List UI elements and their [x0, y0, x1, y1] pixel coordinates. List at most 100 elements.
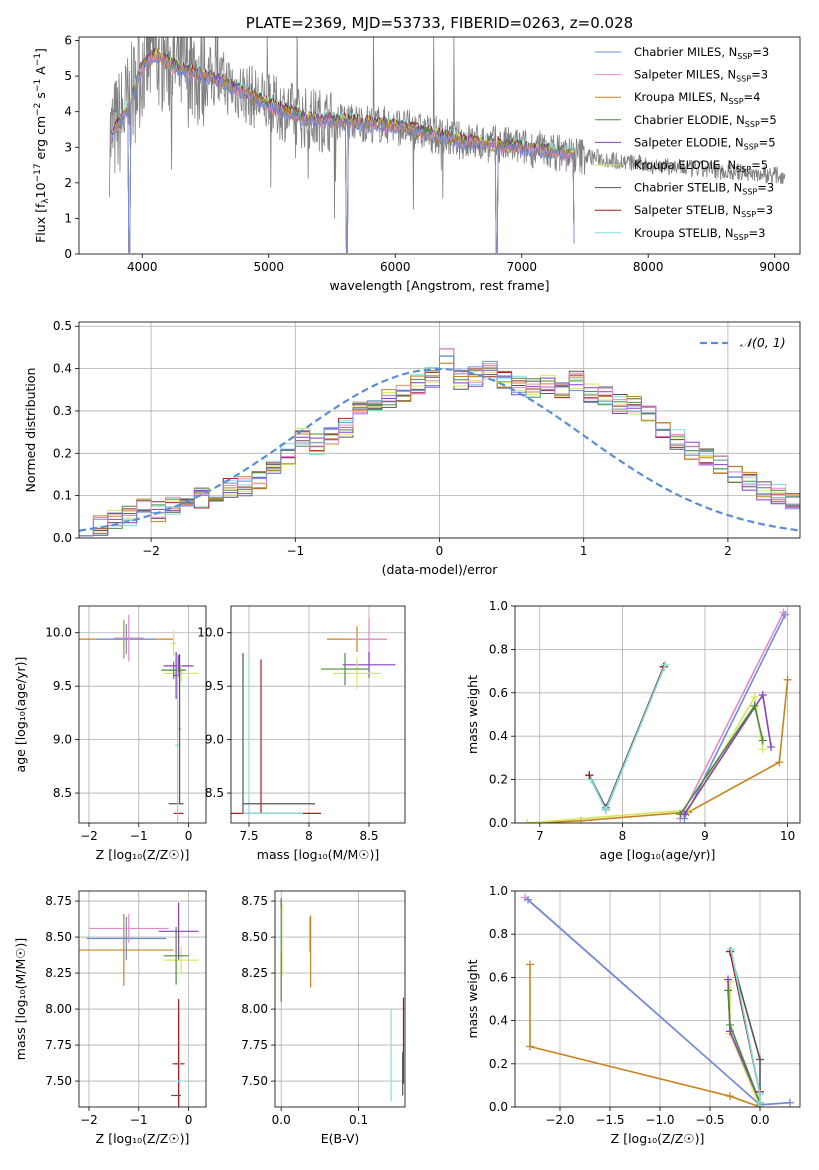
- legend-label: Kroupa ELODIE, NSSP=5: [634, 158, 768, 174]
- x-axis-label: wavelength [Angstrom, rest frame]: [329, 278, 549, 293]
- panel-residuals: −2 −1 0 1 2 0.0 0.1 0.2 0.3 0.4 0.5 (data-model)/er…: [23, 319, 801, 577]
- y-tick-label: 0.1: [53, 489, 72, 503]
- y-tick-label: 5: [64, 69, 72, 83]
- x-tick-label: −2: [80, 1113, 98, 1127]
- weight-line-2: [529, 964, 761, 1107]
- weight-point-marker: [601, 805, 610, 814]
- y-tick-label: 9.0: [205, 733, 224, 747]
- weight-point-marker: [726, 1020, 734, 1029]
- weight-point-marker: [750, 701, 759, 710]
- x-tick-label: 5000: [253, 260, 284, 274]
- axes-frame: [514, 890, 801, 1108]
- y-tick-label: 1.0: [489, 884, 508, 898]
- y-tick-label: 8.5: [205, 786, 224, 800]
- x-axis-label: E(B-V): [321, 1131, 360, 1146]
- x-axis-label: Z [log₁₀(Z/Z☉)]: [611, 1131, 705, 1146]
- x-tick-label: 7: [536, 829, 544, 843]
- y-tick-label: 9.0: [53, 733, 72, 747]
- legend-label: 𝒩(0, 1): [740, 335, 786, 350]
- y-tick-label: 0.8: [489, 642, 508, 656]
- weight-point-marker: [750, 693, 759, 702]
- x-axis-label: (data-model)/error: [382, 562, 499, 577]
- panel-mass-vs-z: −2 −1 0 7.50 7.75 8.00 8.25 8.50 8.75 Z [log₁₀(Z/…: [13, 890, 207, 1146]
- weight-point-marker: [661, 660, 670, 669]
- x-tick-label: 8.5: [359, 829, 378, 843]
- y-tick-label: 6: [64, 34, 72, 48]
- weight-point-marker: [758, 690, 767, 699]
- y-tick-label: 0.0: [489, 1100, 508, 1114]
- y-tick-label: 0.6: [489, 970, 508, 984]
- y-axis-label: Flux [fλ10−17 erg cm−2 s−1 A−1]: [33, 48, 51, 243]
- y-tick-label: 8.00: [45, 1002, 72, 1016]
- x-tick-label: 0: [436, 544, 444, 558]
- legend-label: Kroupa MILES, NSSP=4: [634, 90, 760, 106]
- weight-point-marker: [775, 758, 784, 767]
- weight-point-marker: [524, 895, 532, 904]
- weight-line-7: [588, 666, 665, 812]
- weight-point-marker: [526, 1042, 534, 1051]
- weight-point-marker: [726, 977, 734, 986]
- axes-frame: [78, 36, 801, 255]
- y-tick-label: 9.5: [205, 679, 224, 693]
- x-tick-label: −2: [142, 544, 160, 558]
- plot-area: [109, 37, 786, 253]
- x-tick-label: −2.0: [545, 1113, 574, 1127]
- legend-label: Chabrier ELODIE, NSSP=5: [634, 113, 777, 129]
- axes-frame: [230, 605, 406, 824]
- weight-point-marker: [767, 743, 776, 752]
- x-tick-label: −1: [130, 1113, 148, 1127]
- y-tick-label: 0.3: [53, 404, 72, 418]
- y-tick-label: 10.0: [45, 626, 72, 640]
- panel-mass-weight-vs-z: −2.0 −1.5 −1.0 −0.5 0.0 0.0 0.2 0.4 0.6 0.8 1.0 Z […: [465, 884, 801, 1146]
- y-tick-label: 8.50: [45, 930, 72, 944]
- y-tick-label: 8.00: [241, 1002, 268, 1016]
- weight-line-2: [527, 679, 789, 823]
- y-tick-label: 8.50: [241, 930, 268, 944]
- panel-mass-vs-ebv: 0.0 0.1 7.50 7.75 8.00 8.25 8.50 8.75 E(B-V): [241, 890, 406, 1146]
- weight-point-marker: [779, 608, 788, 617]
- weight-point-marker: [724, 986, 732, 995]
- y-tick-label: 3: [64, 140, 72, 154]
- weight-line-0: [527, 899, 791, 1106]
- legend-label: Salpeter ELODIE, NSSP=5: [634, 135, 776, 151]
- y-tick-label: 7.75: [45, 1038, 72, 1052]
- weight-point-marker: [587, 775, 595, 784]
- y-tick-label: 0.8: [489, 927, 508, 941]
- y-tick-label: 8.25: [45, 966, 72, 980]
- x-tick-label: −0.5: [695, 1113, 724, 1127]
- y-tick-label: 10.0: [197, 626, 224, 640]
- plot-area: [523, 608, 792, 823]
- y-axis-label: mass weight: [465, 959, 480, 1038]
- y-tick-label: 0.4: [489, 729, 508, 743]
- axes-frame: [78, 605, 207, 824]
- weight-line-8: [590, 664, 667, 812]
- y-tick-label: 8.5: [53, 786, 72, 800]
- y-tick-label: 7.50: [45, 1074, 72, 1088]
- plot-area: [79, 348, 800, 537]
- y-tick-label: 0.2: [489, 1057, 508, 1071]
- x-tick-label: 0.1: [349, 1113, 368, 1127]
- weight-point-marker: [786, 1098, 794, 1107]
- legend-label: Salpeter STELIB, NSSP=3: [634, 203, 773, 219]
- y-tick-label: 0.6: [489, 686, 508, 700]
- histogram-series-2: [79, 362, 800, 537]
- x-tick-label: −1: [286, 544, 304, 558]
- x-tick-label: 6000: [380, 260, 411, 274]
- weight-point-marker: [727, 945, 735, 954]
- legend-label: Salpeter MILES, NSSP=3: [634, 68, 768, 84]
- plot-area: [521, 893, 794, 1107]
- y-tick-label: 0.2: [489, 773, 508, 787]
- y-tick-label: 1: [64, 211, 72, 225]
- y-tick-label: 0.2: [53, 446, 72, 460]
- y-tick-label: 0.4: [53, 362, 72, 376]
- y-tick-label: 0: [64, 247, 72, 261]
- panel-age-vs-z: −2 −1 0 8.5 9.0 9.5 10.0 Z [log₁₀(Z/Z☉)] age [lo…: [13, 605, 207, 862]
- y-tick-label: 8.75: [45, 894, 72, 908]
- plot-area: [231, 617, 396, 816]
- y-tick-label: 0.0: [53, 531, 72, 545]
- axes-frame: [274, 890, 406, 1108]
- weight-line-3: [679, 703, 764, 815]
- x-tick-label: 8: [619, 829, 627, 843]
- y-tick-label: 2: [64, 176, 72, 190]
- axes-frame: [78, 890, 207, 1108]
